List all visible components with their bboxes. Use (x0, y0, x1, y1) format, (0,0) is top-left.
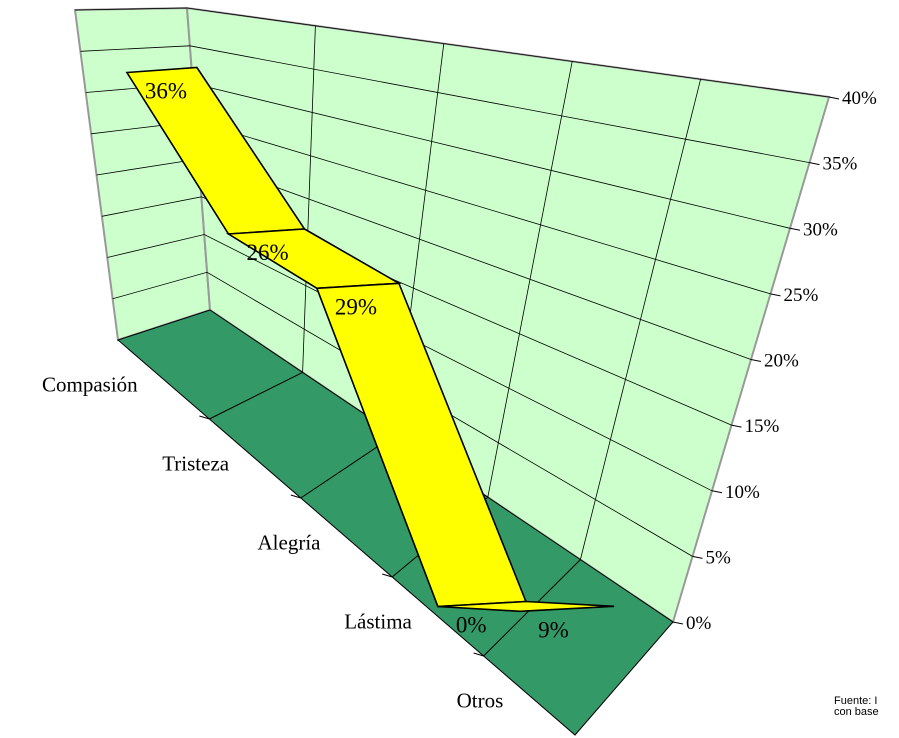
y-tick (672, 621, 684, 625)
x-gridline (580, 79, 701, 560)
floor-divider (209, 371, 303, 420)
x-tick (473, 652, 484, 657)
y-tick-label: 10% (725, 482, 760, 503)
x-category-label: Otros (457, 689, 504, 713)
y-tick (770, 293, 781, 297)
y-tick-label: 40% (842, 88, 877, 109)
data-label: 36% (145, 79, 187, 104)
y-tick (789, 227, 801, 231)
y-gridline (107, 234, 713, 492)
y-tick-label: 5% (706, 547, 732, 568)
source-note: Fuente: I con base (834, 696, 879, 718)
data-label: 29% (335, 294, 377, 319)
y-tick-label: 20% (764, 351, 799, 372)
chart-gridlines (74, 7, 830, 560)
y-gridline (101, 196, 732, 426)
y-tick (809, 162, 820, 166)
x-tick (382, 573, 393, 578)
data-label: 26% (247, 240, 289, 265)
y-axis-tick-labels: 0% 5% 10% 15% 20% 25% 30% 35% 40% (672, 88, 877, 634)
y-tick (731, 424, 742, 428)
data-ribbon (125, 66, 615, 613)
y-tick-label: 35% (823, 154, 858, 175)
x-category-label: Tristeza (162, 452, 230, 476)
data-label: 9% (538, 617, 569, 642)
x-tick (199, 415, 210, 420)
x-axis-category-labels: Compasión Tristeza Alegría Lástima Otros (42, 373, 503, 713)
y-tick (750, 359, 762, 362)
y-tick-label: 0% (686, 613, 712, 634)
source-note-line1: Fuente: I (834, 695, 878, 707)
data-labels: 36% 26% 29% 0% 9% (145, 79, 569, 643)
y-gridline (74, 7, 830, 98)
y-tick (828, 96, 840, 100)
x-gridline (487, 61, 573, 498)
x-category-label: Alegría (258, 531, 322, 555)
data-label: 0% (456, 613, 487, 638)
y-gridline (80, 45, 810, 163)
x-category-label: Compasión (42, 373, 138, 397)
x-category-label: Lástima (344, 610, 412, 634)
y-gridline (112, 271, 693, 557)
x-tick (290, 494, 301, 499)
y-tick-label: 15% (745, 416, 780, 437)
source-note-line2: con base (834, 706, 879, 718)
x-gridline (302, 25, 316, 373)
y-tick (711, 490, 723, 494)
y-tick-label: 30% (803, 219, 838, 240)
ribbon-segment (437, 600, 615, 613)
y-tick (692, 555, 703, 559)
y-tick-label: 25% (784, 285, 819, 306)
